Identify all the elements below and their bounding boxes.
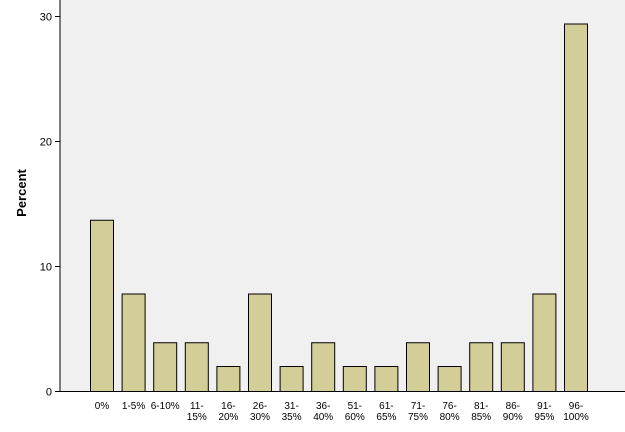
x-tick-label-line: 35% xyxy=(282,412,302,423)
bar xyxy=(437,366,462,392)
bar xyxy=(532,293,557,392)
x-tick-label-line: 36- xyxy=(316,401,330,412)
x-axis-labels: 0% 1-5% 6-10% 11-15% 16-20% 26-30% 31-35% 36-40… xyxy=(95,401,589,423)
x-tick-label-line: 6-10% xyxy=(151,401,180,412)
x-tick-label: 16-20% xyxy=(218,401,238,423)
x-tick-label: 31-35% xyxy=(282,401,302,423)
y-tick-label: 10 xyxy=(40,262,52,274)
x-tick-label-line: 31- xyxy=(284,401,298,412)
y-axis-title: Percent xyxy=(14,168,29,216)
x-tick-label-line: 16- xyxy=(221,401,235,412)
bar xyxy=(279,366,304,392)
bar xyxy=(121,293,146,392)
x-tick-label-line: 26- xyxy=(253,401,267,412)
x-tick-label-line: 75% xyxy=(408,412,428,423)
x-tick-label-line: 11- xyxy=(190,401,204,412)
bar xyxy=(311,342,336,392)
x-tick-label: 71-75% xyxy=(408,401,428,423)
x-tick-label-line: 71- xyxy=(411,401,425,412)
x-tick-label: 1-5% xyxy=(122,401,145,412)
x-tick-label: 81-85% xyxy=(471,401,491,423)
bar xyxy=(184,342,209,392)
x-tick-label-line: 15% xyxy=(187,412,207,423)
bar xyxy=(564,23,588,392)
x-tick-label-line: 20% xyxy=(218,412,238,423)
x-tick-label-line: 81- xyxy=(474,401,488,412)
bar xyxy=(500,342,525,392)
x-tick-label-line: 40% xyxy=(313,412,333,423)
bar xyxy=(374,366,399,392)
bar xyxy=(469,342,494,392)
x-tick-label-line: 96- xyxy=(569,401,583,412)
bar xyxy=(216,366,241,392)
bar xyxy=(90,219,114,392)
x-tick-label-line: 65% xyxy=(376,412,396,423)
x-tick-label: 76-80% xyxy=(440,401,460,423)
x-tick-label: 6-10% xyxy=(151,401,180,412)
x-tick-label: 36-40% xyxy=(313,401,333,423)
y-axis-ticks: 0 10 20 30 xyxy=(40,12,60,399)
bar xyxy=(153,342,178,392)
x-tick-label: 86-90% xyxy=(503,401,523,423)
x-tick-label: 61-65% xyxy=(376,401,396,423)
x-tick-label-line: 85% xyxy=(471,412,491,423)
x-tick-label: 96-100% xyxy=(563,401,589,423)
bar xyxy=(406,342,430,392)
x-tick-label-line: 91- xyxy=(537,401,551,412)
x-tick-label: 26-30% xyxy=(250,401,270,423)
plot-background xyxy=(60,0,625,391)
x-tick-label-line: 30% xyxy=(250,412,270,423)
x-tick-label-line: 86- xyxy=(506,401,520,412)
x-tick-label-line: 51- xyxy=(348,401,362,412)
x-tick-label: 0% xyxy=(95,401,110,412)
x-tick-label-line: 76- xyxy=(442,401,456,412)
x-tick-label-line: 1-5% xyxy=(122,401,145,412)
bar xyxy=(342,366,367,392)
y-tick-label: 0 xyxy=(46,387,52,399)
bar xyxy=(248,293,272,392)
x-tick-label: 51-60% xyxy=(345,401,365,423)
x-tick-label-line: 95% xyxy=(534,412,554,423)
bars-layer xyxy=(90,23,588,392)
y-tick-label: 30 xyxy=(40,12,52,24)
x-tick-label-line: 90% xyxy=(503,412,523,423)
x-tick-label: 91-95% xyxy=(534,401,554,423)
y-tick-label: 20 xyxy=(40,137,52,149)
x-tick-label-line: 80% xyxy=(440,412,460,423)
x-tick-label: 11-15% xyxy=(187,401,207,423)
x-tick-label-line: 100% xyxy=(563,412,589,423)
x-tick-label-line: 61- xyxy=(379,401,393,412)
x-tick-label-line: 0% xyxy=(95,401,110,412)
x-tick-label-line: 60% xyxy=(345,412,365,423)
